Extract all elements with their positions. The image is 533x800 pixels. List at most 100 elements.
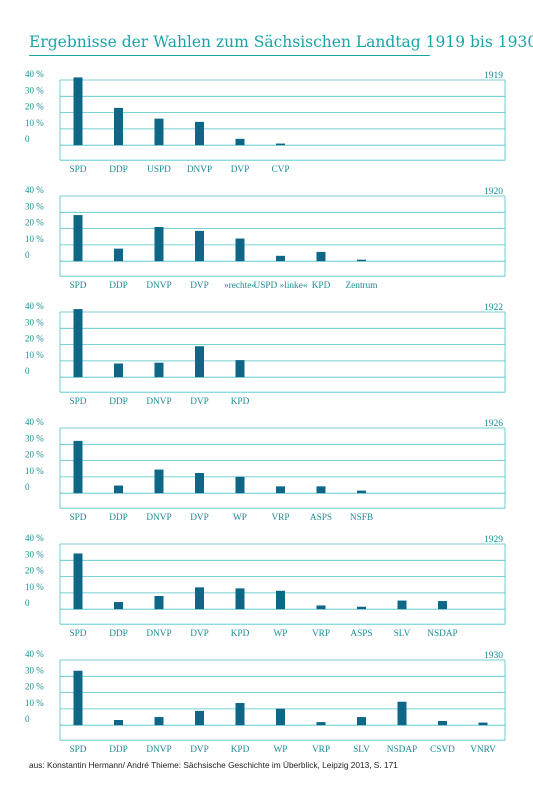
category-label: DDP bbox=[109, 513, 128, 523]
bar bbox=[195, 472, 204, 494]
bar bbox=[114, 363, 123, 378]
category-label: WP bbox=[274, 629, 288, 639]
y-tick-label: 30 % bbox=[25, 433, 44, 443]
y-tick-label: 40 % bbox=[25, 185, 44, 195]
chart-1929: 40 % 30 % 20 % 10 % 0 1929 SPD DDP DNVP DVP KPD WP V… bbox=[25, 533, 506, 639]
bar bbox=[276, 143, 285, 146]
y-tick-label: 20 % bbox=[25, 450, 44, 460]
bar bbox=[114, 602, 123, 610]
bar bbox=[73, 440, 83, 494]
bar bbox=[195, 230, 204, 262]
chart-1922: 40 % 30 % 20 % 10 % 0 1922 SPD DDP DNVP DVP KPD bbox=[25, 301, 506, 407]
category-label: SPD bbox=[69, 281, 86, 291]
bar bbox=[195, 587, 204, 610]
y-tick-label: 30 % bbox=[25, 549, 44, 559]
y-tick-label: 0 bbox=[25, 598, 30, 608]
category-label: DNVP bbox=[146, 513, 171, 523]
y-tick-label: 40 % bbox=[25, 533, 44, 543]
bar bbox=[154, 118, 164, 146]
category-label: DVP bbox=[190, 513, 209, 523]
year-label: 1920 bbox=[484, 187, 503, 197]
y-tick-label: 0 bbox=[25, 714, 30, 724]
category-label: ASPS bbox=[350, 629, 372, 639]
category-label: NSDAP bbox=[427, 629, 457, 639]
category-label: KPD bbox=[231, 629, 250, 639]
category-label: Zentrum bbox=[345, 281, 378, 291]
bar bbox=[276, 708, 285, 726]
bar bbox=[114, 719, 123, 726]
y-tick-label: 0 bbox=[25, 366, 30, 376]
y-tick-label: 20 % bbox=[25, 102, 44, 112]
bar bbox=[195, 346, 204, 378]
bar bbox=[478, 722, 488, 726]
year-label: 1929 bbox=[484, 535, 503, 545]
chart-1920: 40 % 30 % 20 % 10 % 0 1920 SPD DDP DNVP DVP »recht… bbox=[25, 185, 506, 291]
category-label: CSVD bbox=[430, 745, 455, 755]
bar bbox=[154, 717, 164, 726]
bar bbox=[195, 121, 204, 146]
y-tick-label: 30 % bbox=[25, 201, 44, 211]
bar bbox=[154, 595, 164, 610]
category-label: DNVP bbox=[146, 397, 171, 407]
source-note: aus: Konstantin Hermann/ André Thieme: S… bbox=[29, 760, 398, 770]
bar bbox=[195, 710, 204, 726]
category-label: »rechte« bbox=[224, 281, 256, 291]
category-label: KPD bbox=[231, 397, 250, 407]
y-tick-label: 10 % bbox=[25, 350, 44, 360]
category-label: NSFB bbox=[350, 513, 373, 523]
bar bbox=[316, 722, 326, 726]
category-label: NSDAP bbox=[387, 745, 417, 755]
bar bbox=[316, 605, 326, 610]
chart-1926: 40 % 30 % 20 % 10 % 0 1926 SPD DDP DNVP DVP WP VRP A… bbox=[25, 417, 506, 523]
y-tick-label: 30 % bbox=[25, 317, 44, 327]
y-tick-label: 10 % bbox=[25, 582, 44, 592]
category-label: SPD bbox=[69, 629, 86, 639]
y-tick-label: 30 % bbox=[25, 665, 44, 675]
y-tick-label: 0 bbox=[25, 134, 30, 144]
bar bbox=[114, 485, 123, 494]
bar bbox=[235, 588, 245, 610]
y-tick-label: 10 % bbox=[25, 698, 44, 708]
category-label: KPD bbox=[231, 745, 250, 755]
category-label: KPD bbox=[312, 281, 331, 291]
category-label: SPD bbox=[69, 513, 86, 523]
category-label: SLV bbox=[353, 745, 370, 755]
bar bbox=[357, 606, 366, 610]
category-label: USPD bbox=[147, 165, 171, 175]
category-label: VRP bbox=[312, 745, 330, 755]
page-title: Ergebnisse der Wahlen zum Sächsischen La… bbox=[29, 33, 533, 51]
category-label: WP bbox=[233, 513, 247, 523]
bar bbox=[73, 309, 83, 378]
chart-1930: 40 % 30 % 20 % 10 % 0 1930 SPD DDP DNVP DVP KPD WP V… bbox=[25, 649, 506, 755]
category-label: DVP bbox=[190, 281, 209, 291]
y-tick-label: 40 % bbox=[25, 417, 44, 427]
category-label: DNVP bbox=[146, 281, 171, 291]
bar bbox=[235, 138, 245, 146]
y-tick-label: 20 % bbox=[25, 566, 44, 576]
category-label: DVP bbox=[190, 629, 209, 639]
category-label: VRP bbox=[271, 513, 289, 523]
category-label: CVP bbox=[271, 165, 289, 175]
bar bbox=[357, 717, 366, 726]
bar bbox=[438, 720, 447, 726]
category-label: DDP bbox=[109, 397, 128, 407]
bar bbox=[316, 251, 326, 262]
y-tick-label: 0 bbox=[25, 250, 30, 260]
y-tick-label: 40 % bbox=[25, 69, 44, 79]
category-label: DDP bbox=[109, 165, 128, 175]
bar bbox=[316, 486, 326, 494]
bar bbox=[114, 248, 123, 262]
y-tick-label: 10 % bbox=[25, 234, 44, 244]
bar bbox=[235, 476, 245, 494]
y-tick-label: 10 % bbox=[25, 118, 44, 128]
year-label: 1930 bbox=[484, 651, 503, 661]
category-label: SLV bbox=[394, 629, 411, 639]
bar bbox=[438, 601, 447, 610]
category-label: DVP bbox=[190, 397, 209, 407]
bar bbox=[397, 701, 407, 726]
bar bbox=[73, 77, 83, 146]
bar bbox=[154, 469, 164, 494]
category-label: SPD bbox=[69, 745, 86, 755]
bar bbox=[114, 107, 123, 146]
